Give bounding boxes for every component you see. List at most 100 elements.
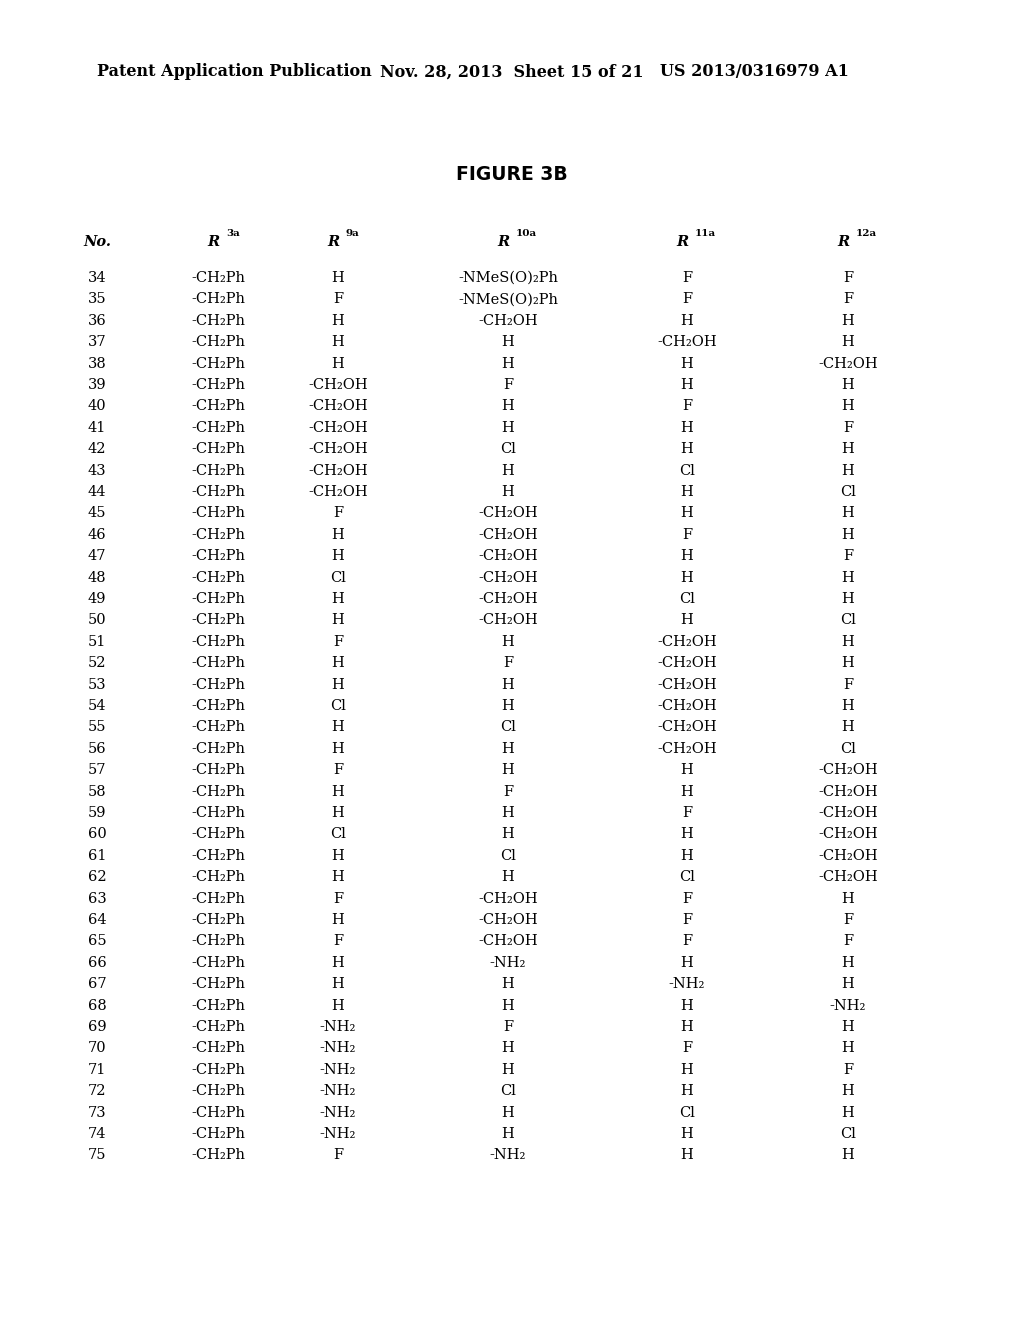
Text: 65: 65: [88, 935, 106, 948]
Text: F: F: [843, 271, 853, 285]
Text: -NH₂: -NH₂: [319, 1127, 356, 1140]
Text: -CH₂Ph: -CH₂Ph: [191, 807, 245, 820]
Text: -CH₂OH: -CH₂OH: [478, 507, 538, 520]
Text: R: R: [207, 235, 219, 249]
Text: -CH₂OH: -CH₂OH: [818, 828, 878, 841]
Text: F: F: [682, 891, 692, 906]
Text: -CH₂Ph: -CH₂Ph: [191, 763, 245, 777]
Text: -CH₂OH: -CH₂OH: [478, 935, 538, 948]
Text: -CH₂Ph: -CH₂Ph: [191, 463, 245, 478]
Text: -CH₂Ph: -CH₂Ph: [191, 549, 245, 564]
Text: -CH₂Ph: -CH₂Ph: [191, 1084, 245, 1098]
Text: H: H: [332, 807, 344, 820]
Text: 37: 37: [88, 335, 106, 350]
Text: H: H: [332, 977, 344, 991]
Text: Cl: Cl: [679, 1106, 695, 1119]
Text: -CH₂OH: -CH₂OH: [478, 528, 538, 541]
Text: H: H: [332, 742, 344, 756]
Text: H: H: [681, 1148, 693, 1163]
Text: -CH₂Ph: -CH₂Ph: [191, 1106, 245, 1119]
Text: Cl: Cl: [679, 870, 695, 884]
Text: -CH₂Ph: -CH₂Ph: [191, 293, 245, 306]
Text: R: R: [676, 235, 688, 249]
Text: F: F: [503, 378, 513, 392]
Text: 35: 35: [88, 293, 106, 306]
Text: 9a: 9a: [346, 230, 359, 239]
Text: H: H: [502, 484, 514, 499]
Text: H: H: [502, 421, 514, 434]
Text: H: H: [502, 700, 514, 713]
Text: 10a: 10a: [516, 230, 538, 239]
Text: F: F: [333, 293, 343, 306]
Text: H: H: [681, 314, 693, 327]
Text: H: H: [681, 507, 693, 520]
Text: F: F: [503, 784, 513, 799]
Text: H: H: [332, 849, 344, 863]
Text: H: H: [502, 1106, 514, 1119]
Text: 72: 72: [88, 1084, 106, 1098]
Text: -CH₂Ph: -CH₂Ph: [191, 1020, 245, 1034]
Text: 44: 44: [88, 484, 106, 499]
Text: H: H: [332, 999, 344, 1012]
Text: F: F: [843, 913, 853, 927]
Text: -CH₂OH: -CH₂OH: [657, 656, 717, 671]
Text: H: H: [681, 784, 693, 799]
Text: F: F: [682, 528, 692, 541]
Text: 43: 43: [88, 463, 106, 478]
Text: H: H: [681, 614, 693, 627]
Text: -NH₂: -NH₂: [319, 1084, 356, 1098]
Text: H: H: [842, 570, 854, 585]
Text: -CH₂OH: -CH₂OH: [818, 870, 878, 884]
Text: H: H: [681, 356, 693, 371]
Text: H: H: [681, 421, 693, 434]
Text: F: F: [333, 507, 343, 520]
Text: H: H: [502, 828, 514, 841]
Text: H: H: [502, 400, 514, 413]
Text: -CH₂OH: -CH₂OH: [657, 700, 717, 713]
Text: H: H: [842, 335, 854, 350]
Text: H: H: [681, 549, 693, 564]
Text: H: H: [842, 891, 854, 906]
Text: H: H: [842, 314, 854, 327]
Text: -NH₂: -NH₂: [489, 1148, 526, 1163]
Text: Cl: Cl: [840, 614, 856, 627]
Text: FIGURE 3B: FIGURE 3B: [456, 165, 568, 185]
Text: -CH₂Ph: -CH₂Ph: [191, 421, 245, 434]
Text: -CH₂Ph: -CH₂Ph: [191, 400, 245, 413]
Text: H: H: [842, 442, 854, 457]
Text: F: F: [843, 677, 853, 692]
Text: 69: 69: [88, 1020, 106, 1034]
Text: -CH₂Ph: -CH₂Ph: [191, 484, 245, 499]
Text: -CH₂Ph: -CH₂Ph: [191, 378, 245, 392]
Text: -CH₂OH: -CH₂OH: [657, 742, 717, 756]
Text: 70: 70: [88, 1041, 106, 1056]
Text: F: F: [333, 935, 343, 948]
Text: Cl: Cl: [330, 700, 346, 713]
Text: H: H: [842, 1148, 854, 1163]
Text: -CH₂Ph: -CH₂Ph: [191, 314, 245, 327]
Text: 74: 74: [88, 1127, 106, 1140]
Text: 67: 67: [88, 977, 106, 991]
Text: H: H: [332, 956, 344, 970]
Text: R: R: [497, 235, 509, 249]
Text: 52: 52: [88, 656, 106, 671]
Text: -CH₂Ph: -CH₂Ph: [191, 1063, 245, 1077]
Text: H: H: [681, 763, 693, 777]
Text: F: F: [682, 807, 692, 820]
Text: H: H: [502, 807, 514, 820]
Text: H: H: [332, 271, 344, 285]
Text: 53: 53: [88, 677, 106, 692]
Text: 49: 49: [88, 591, 106, 606]
Text: H: H: [842, 956, 854, 970]
Text: H: H: [681, 1084, 693, 1098]
Text: Patent Application Publication: Patent Application Publication: [97, 63, 372, 81]
Text: H: H: [332, 356, 344, 371]
Text: -NMeS(O)₂Ph: -NMeS(O)₂Ph: [458, 271, 558, 285]
Text: -CH₂OH: -CH₂OH: [657, 677, 717, 692]
Text: 34: 34: [88, 271, 106, 285]
Text: Cl: Cl: [840, 1127, 856, 1140]
Text: -CH₂OH: -CH₂OH: [308, 421, 368, 434]
Text: 64: 64: [88, 913, 106, 927]
Text: -CH₂OH: -CH₂OH: [818, 356, 878, 371]
Text: 3a: 3a: [226, 230, 240, 239]
